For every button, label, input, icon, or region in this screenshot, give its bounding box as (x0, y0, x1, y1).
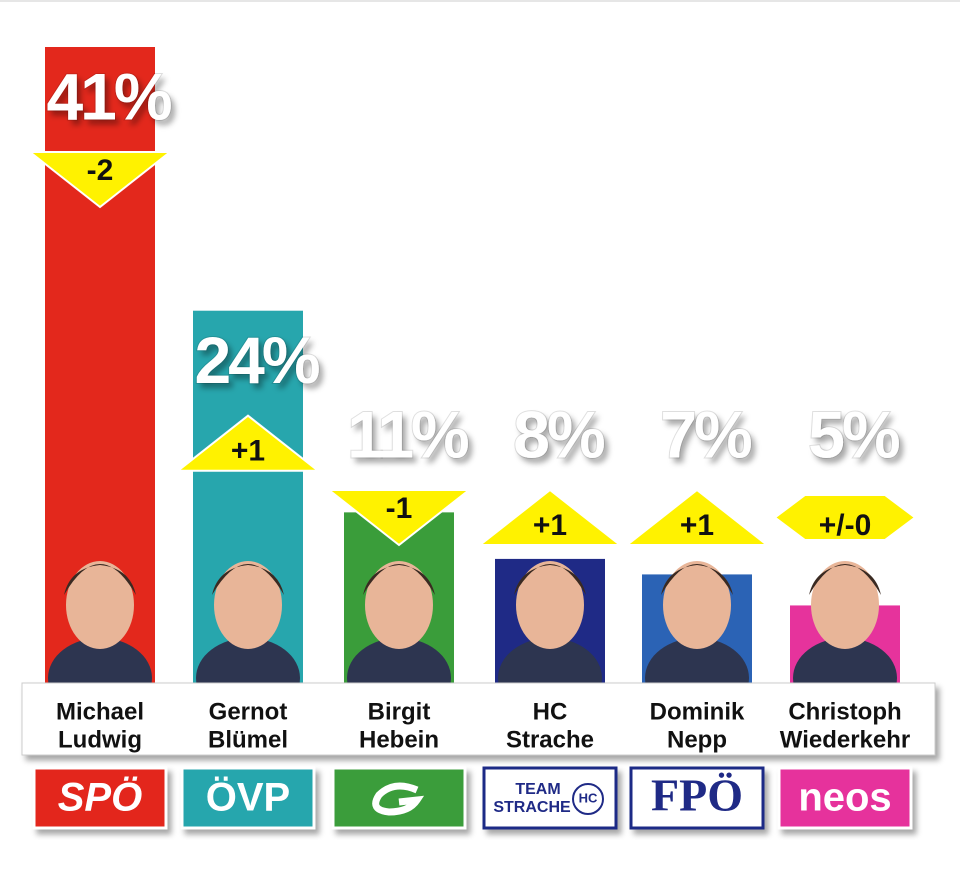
party-logo (777, 766, 913, 830)
candidate-name: HC (533, 698, 568, 725)
portrait-hair (514, 564, 586, 595)
portrait-hair (661, 564, 733, 595)
change-marker (27, 151, 173, 209)
change-label: +1 (680, 509, 714, 542)
party-label: ÖVP (206, 775, 290, 820)
candidate-name: Gernot (209, 698, 288, 725)
candidate-name: Michael (56, 698, 144, 725)
portrait-face (365, 561, 433, 649)
portrait-hair (363, 564, 435, 595)
party-label: SPÖ (58, 775, 142, 820)
change-label: +/-0 (819, 509, 872, 542)
candidate-name: Christoph (788, 698, 901, 725)
candidate-name: Ludwig (58, 726, 142, 753)
candidate-name: Nepp (667, 726, 727, 753)
party-logo (32, 766, 168, 830)
change-marker (624, 488, 770, 546)
candidate-name: Birgit (368, 698, 431, 725)
value-label: 24% (194, 323, 318, 397)
party-logo (180, 766, 316, 830)
party-label: TEAM (515, 781, 560, 798)
value-label: 7% (660, 397, 751, 471)
portrait-hair (809, 564, 881, 595)
change-marker (773, 494, 917, 541)
value-label: 8% (513, 397, 604, 471)
portrait-face (811, 561, 879, 649)
change-marker (326, 489, 472, 547)
portrait-hair (212, 564, 284, 595)
party-label: FPÖ (651, 770, 743, 821)
candidate-name: Hebein (359, 726, 439, 753)
party-label: neos (798, 776, 891, 820)
party-logo-ring (572, 783, 604, 815)
candidate-name: Wiederkehr (780, 726, 911, 753)
portrait-face (516, 561, 584, 649)
change-label: -2 (87, 154, 114, 187)
portrait-face (66, 561, 134, 649)
value-label: 5% (808, 397, 899, 471)
party-logo (482, 766, 618, 830)
party-label: HC (579, 790, 598, 805)
value-label: 11% (347, 397, 468, 471)
change-marker (477, 488, 623, 546)
change-marker (175, 414, 321, 472)
party-logo-mark (372, 782, 425, 816)
portrait-hair (64, 564, 136, 595)
candidate-name: Dominik (650, 698, 745, 725)
candidate-name: Blümel (208, 726, 288, 753)
portrait-face (214, 561, 282, 649)
portrait-face (663, 561, 731, 649)
change-label: +1 (231, 435, 265, 468)
name-panel (21, 682, 936, 756)
party-label: STRACHE (493, 799, 571, 816)
party-logo (331, 766, 467, 830)
change-label: +1 (533, 509, 567, 542)
candidate-name: Strache (506, 726, 594, 753)
party-logo (629, 766, 765, 830)
value-label: 41% (46, 59, 170, 133)
change-label: -1 (386, 492, 413, 525)
